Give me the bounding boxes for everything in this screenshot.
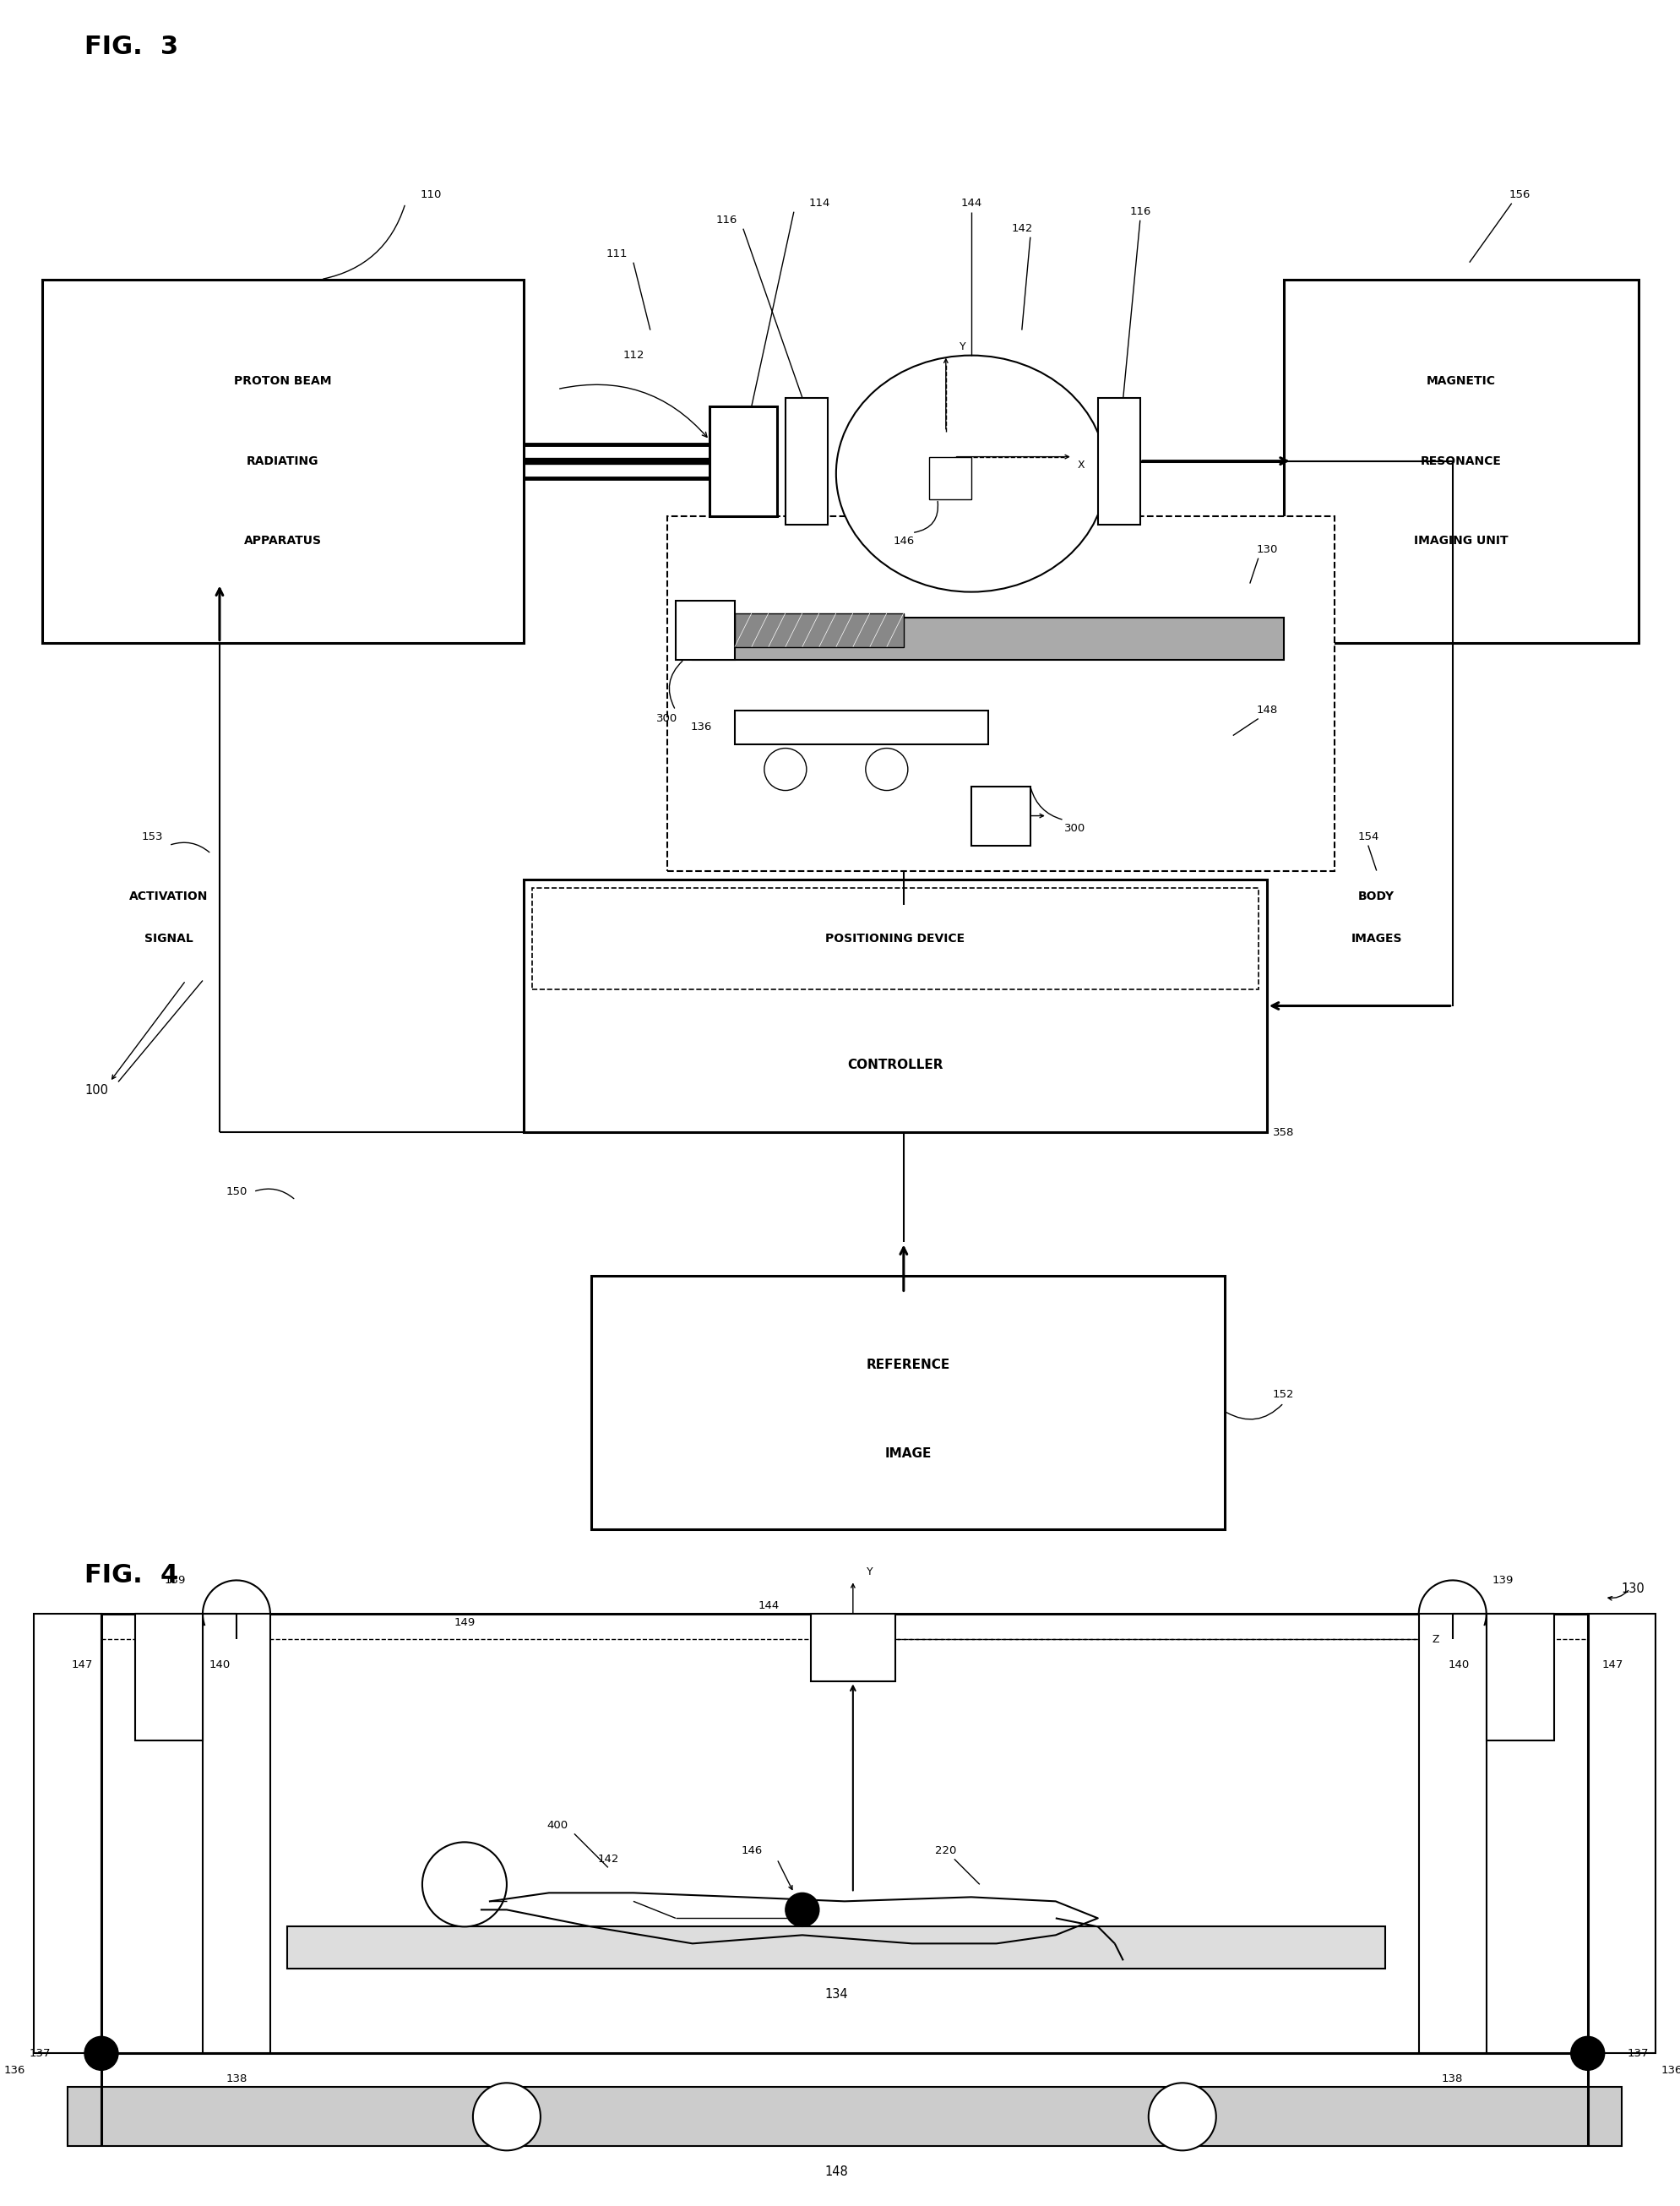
Text: IMAGE: IMAGE: [884, 1447, 931, 1460]
Bar: [692, 618, 1284, 660]
Bar: [1097, 397, 1139, 525]
Bar: [785, 397, 827, 525]
Bar: [134, 1615, 203, 1741]
Circle shape: [785, 1893, 818, 1926]
Text: 136: 136: [1660, 2065, 1680, 2076]
Text: SIGNAL: SIGNAL: [144, 933, 193, 944]
Text: 130: 130: [1621, 1582, 1645, 1595]
Text: M: M: [996, 812, 1005, 821]
Text: 130: 130: [1255, 545, 1277, 556]
Text: POSITIONING DEVICE: POSITIONING DEVICE: [825, 933, 964, 944]
Circle shape: [422, 1842, 506, 1926]
Text: 152: 152: [1272, 1390, 1294, 1401]
Text: IMAGES: IMAGES: [1351, 933, 1401, 944]
Text: 116: 116: [1129, 207, 1151, 216]
Bar: [287, 1926, 1384, 1970]
Text: RESONANCE: RESONANCE: [1420, 454, 1500, 468]
Text: RADIATING: RADIATING: [247, 454, 319, 468]
Text: 148: 148: [1255, 704, 1277, 715]
Text: 137: 137: [1626, 2047, 1648, 2058]
Text: Y: Y: [867, 1566, 872, 1577]
Circle shape: [472, 2082, 541, 2151]
Text: ACTIVATION: ACTIVATION: [129, 889, 208, 902]
Text: 146: 146: [741, 1844, 763, 1855]
Text: 150: 150: [225, 1187, 247, 1198]
Text: X: X: [1077, 459, 1084, 470]
Text: MAGNETIC: MAGNETIC: [1426, 375, 1495, 386]
Text: IMAGING UNIT: IMAGING UNIT: [1413, 536, 1507, 547]
Bar: [675, 600, 734, 660]
Text: 144: 144: [758, 1599, 780, 1610]
Text: FIG.  4: FIG. 4: [84, 1564, 178, 1588]
Text: PROTON BEAM: PROTON BEAM: [234, 375, 331, 386]
Bar: [524, 880, 1267, 1132]
Text: Z: Z: [1431, 1635, 1438, 1646]
Bar: [67, 2087, 1621, 2146]
Text: 156: 156: [1509, 190, 1530, 201]
Bar: [101, 1615, 1588, 2054]
Bar: [1284, 280, 1638, 642]
Text: 140: 140: [1448, 1659, 1468, 1670]
Text: 142: 142: [596, 1853, 618, 1864]
Bar: [1588, 1615, 1655, 2054]
Text: 110: 110: [420, 190, 442, 201]
Bar: [1485, 1615, 1552, 1741]
Bar: [734, 710, 988, 743]
Text: 114: 114: [808, 199, 830, 210]
Text: 153: 153: [141, 832, 163, 843]
Bar: [203, 1615, 270, 2054]
Text: 142: 142: [1011, 223, 1032, 234]
Text: 134: 134: [823, 1988, 847, 2001]
Ellipse shape: [835, 355, 1105, 591]
Bar: [810, 1615, 895, 1681]
Bar: [34, 1615, 101, 2054]
Text: 400: 400: [546, 1820, 568, 1831]
Text: 358: 358: [1272, 1127, 1294, 1138]
Bar: [591, 1277, 1225, 1529]
Bar: [971, 785, 1030, 845]
Text: 300: 300: [1063, 823, 1085, 834]
Text: 138: 138: [1441, 2074, 1463, 2085]
Text: 154: 154: [1357, 832, 1378, 843]
Bar: [929, 457, 971, 499]
Text: 147: 147: [1601, 1659, 1623, 1670]
Bar: [709, 406, 776, 516]
Text: 136: 136: [690, 721, 711, 732]
Circle shape: [764, 748, 806, 790]
Text: 139: 139: [1492, 1575, 1514, 1586]
Circle shape: [1147, 2082, 1216, 2151]
Bar: [533, 887, 1258, 988]
Text: 146: 146: [892, 536, 914, 547]
Circle shape: [84, 2036, 118, 2069]
Circle shape: [1571, 2036, 1604, 2069]
Text: 100: 100: [84, 1083, 108, 1096]
Bar: [734, 613, 904, 646]
Text: Y: Y: [959, 342, 966, 353]
Text: 149: 149: [454, 1617, 475, 1628]
Text: 220: 220: [934, 1844, 956, 1855]
Text: BODY: BODY: [1357, 889, 1394, 902]
Text: 139: 139: [165, 1575, 186, 1586]
Text: 136: 136: [3, 2065, 25, 2076]
Text: M: M: [701, 627, 709, 633]
Text: 140: 140: [208, 1659, 230, 1670]
Text: FIG.  3: FIG. 3: [84, 35, 178, 60]
Bar: [1418, 1615, 1485, 2054]
Text: APPARATUS: APPARATUS: [244, 536, 321, 547]
Text: 134: 134: [1255, 620, 1277, 631]
Text: 116: 116: [716, 214, 736, 225]
Bar: [42, 280, 524, 642]
Text: 300: 300: [657, 713, 677, 724]
Text: 112: 112: [622, 351, 643, 362]
Text: 147: 147: [72, 1659, 92, 1670]
Bar: [667, 516, 1334, 871]
Text: 111: 111: [605, 249, 627, 260]
Text: 137: 137: [29, 2047, 50, 2058]
Text: CONTROLLER: CONTROLLER: [847, 1059, 942, 1072]
Circle shape: [865, 748, 907, 790]
Text: 148: 148: [823, 2166, 847, 2177]
Text: REFERENCE: REFERENCE: [865, 1359, 949, 1372]
Text: 138: 138: [225, 2074, 247, 2085]
Text: 144: 144: [959, 199, 981, 210]
